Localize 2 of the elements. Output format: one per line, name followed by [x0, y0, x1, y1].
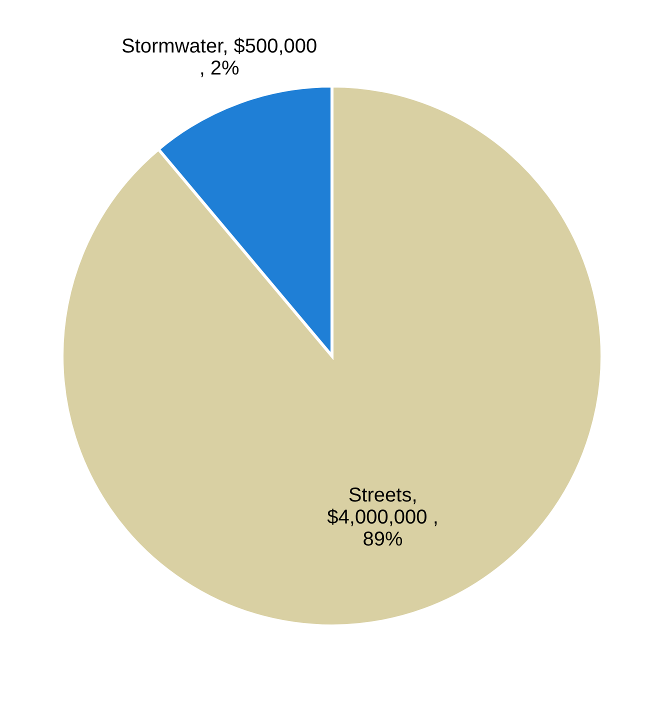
slice-label: Stormwater, $500,000 , 2%: [121, 35, 318, 80]
slice-label: Streets, $4,000,000 , 89%: [327, 484, 438, 551]
